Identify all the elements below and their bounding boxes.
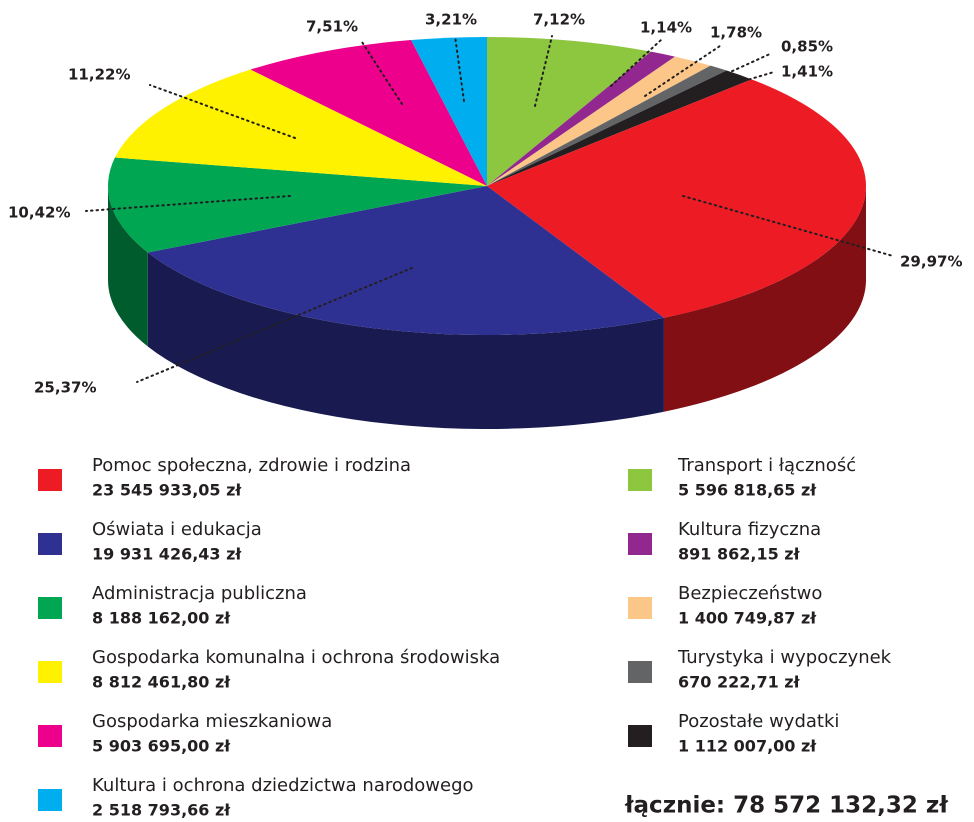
pie-side — [108, 186, 148, 347]
legend-swatch — [38, 469, 62, 491]
legend-swatch — [628, 725, 652, 747]
pie-slice — [411, 37, 487, 186]
legend-label: Gospodarka mieszkaniowa — [92, 711, 332, 732]
leader-line — [149, 84, 296, 139]
leader-line — [85, 195, 291, 212]
value-label: 0,85% — [781, 38, 833, 56]
legend-label: Gospodarka komunalna i ochrona środowisk… — [92, 647, 500, 668]
legend-label: Transport i łączność — [677, 455, 856, 476]
legend-label: Pozostałe wydatki — [678, 711, 839, 732]
legend-label: Administracja publiczna — [92, 583, 307, 604]
leader-line — [361, 41, 403, 105]
pie-tops — [107, 37, 866, 336]
legend-amount: 891 862,15 zł — [678, 545, 801, 564]
legend-swatch — [38, 661, 62, 683]
pie-labels: 29,97% 25,37% 10,42% 11,22% 7,51% 3,21% 7,12% 1… — [8, 11, 962, 397]
legend-label: Oświata i edukacja — [92, 519, 262, 540]
legend-label: Bezpieczeństwo — [678, 583, 822, 604]
legend-amount: 5 596 818,65 zł — [678, 481, 817, 500]
value-label: 11,22% — [68, 66, 130, 84]
value-label: 3,21% — [425, 11, 477, 29]
value-label: 1,78% — [710, 24, 762, 42]
legend-swatch — [628, 661, 652, 683]
leader-line — [706, 71, 775, 93]
value-label: 29,97% — [900, 253, 962, 271]
pie-slice — [487, 37, 651, 186]
pie-slice — [250, 40, 487, 186]
value-label: 25,37% — [34, 379, 96, 397]
legend-amount: 23 545 933,05 zł — [92, 481, 242, 500]
legend-swatch — [38, 725, 62, 747]
legend-swatch — [628, 533, 652, 555]
legend-label: Pomoc społeczna, zdrowie i rodzina — [92, 455, 411, 476]
pie-slice — [147, 186, 664, 336]
leader-line — [681, 52, 773, 95]
pie-side — [147, 252, 664, 429]
legend-label: Kultura fizyczna — [678, 519, 821, 540]
legend-amount: 8 188 162,00 zł — [92, 609, 231, 628]
pie-slice — [114, 69, 487, 186]
value-label: 7,51% — [306, 18, 358, 36]
legend-amount: 8 812 461,80 zł — [92, 673, 231, 692]
pie-slice — [487, 79, 866, 318]
pie-slice — [487, 51, 675, 186]
value-label: 1,41% — [781, 63, 833, 81]
legend-amount: 1 112 007,00 zł — [678, 737, 817, 756]
leader-line — [644, 45, 721, 97]
pie-slice — [487, 65, 727, 186]
legend-amount: 19 931 426,43 zł — [92, 545, 242, 564]
legend-swatch — [628, 469, 652, 491]
legend-amount: 670 222,71 zł — [678, 673, 801, 692]
value-label: 1,14% — [640, 19, 692, 37]
leader-line — [610, 39, 662, 87]
pie-side — [663, 186, 866, 412]
total-label: łącznie: 78 572 132,32 zł — [624, 793, 948, 819]
legend-swatch — [628, 597, 652, 619]
pie-slice — [487, 70, 752, 186]
leader-line — [454, 35, 465, 102]
value-label: 7,12% — [533, 11, 585, 29]
pie-slice — [107, 157, 487, 253]
leader-line — [682, 195, 894, 257]
value-label: 10,42% — [8, 204, 70, 222]
legend-label: Turystyka i wypoczynek — [677, 647, 892, 668]
leader-line — [534, 35, 553, 107]
legend-swatch — [38, 789, 62, 811]
legend-amount: 5 903 695,00 zł — [92, 737, 231, 756]
legend-label: Kultura i ochrona dziedzictwa narodowego — [92, 775, 474, 796]
legend-swatch — [38, 533, 62, 555]
leader-line — [136, 267, 413, 383]
pie-sides — [108, 186, 866, 429]
legend-amount: 2 518 793,66 zł — [92, 801, 231, 820]
legend: Pomoc społeczna, zdrowie i rodzina 23 545… — [38, 455, 892, 820]
legend-amount: 1 400 749,87 zł — [678, 609, 817, 628]
legend-swatch — [38, 597, 62, 619]
